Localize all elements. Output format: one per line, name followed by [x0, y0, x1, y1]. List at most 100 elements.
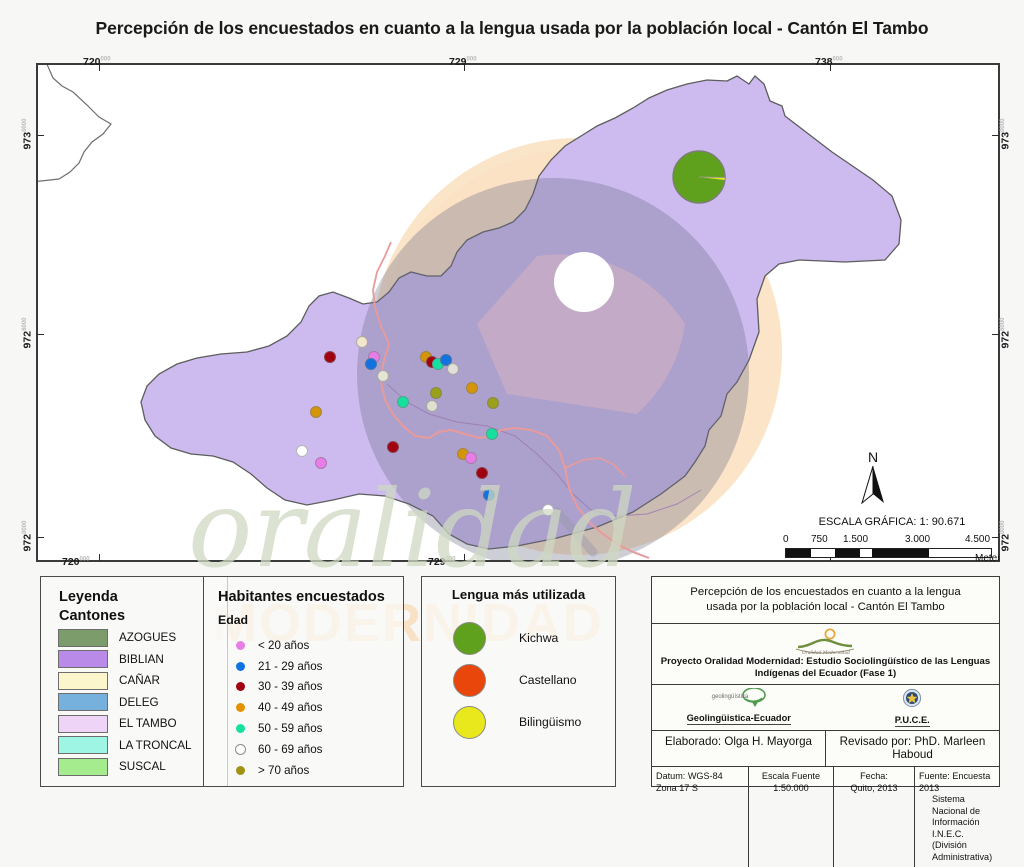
- legend-dot-cell: [222, 743, 258, 755]
- tick-right-2: [992, 334, 999, 336]
- lengua-pie-chart[interactable]: [671, 149, 727, 205]
- legend-habitantes-item[interactable]: < 20 años: [222, 635, 322, 656]
- legend-age-dot: [235, 765, 245, 775]
- legend-habitantes-item[interactable]: 30 - 39 años: [222, 677, 322, 698]
- survey-point[interactable]: [487, 397, 499, 409]
- scale-label: ESCALA GRÁFICA: 1: 90.671: [818, 516, 966, 528]
- logo-geolinguistica-name: Geolingüistica-Ecuador: [686, 713, 791, 726]
- legend-cantones-title-line2: Cantones: [59, 608, 126, 624]
- grid-label-y-2: 9726000: [21, 317, 34, 349]
- north-arrow: N: [843, 450, 903, 505]
- tick-top-3: [830, 64, 832, 71]
- legend-lengua-list: Kichwa Castellano Bilingüismo: [453, 617, 581, 743]
- survey-point[interactable]: [476, 467, 488, 479]
- svg-text:Oralidad Modernidad: Oralidad Modernidad: [802, 651, 850, 655]
- map-canvas[interactable]: [37, 64, 999, 561]
- survey-point[interactable]: [377, 370, 389, 382]
- survey-point[interactable]: [447, 363, 459, 375]
- tick-bottom-1: [99, 554, 101, 561]
- legend-lengua-item[interactable]: Castellano: [453, 659, 581, 701]
- legend-lengua-circle: [453, 705, 486, 739]
- north-letter: N: [867, 449, 879, 465]
- scale-tick-1: 750: [811, 534, 828, 545]
- legend-cantones-item-label: DELEG: [119, 695, 159, 709]
- legend-lengua-item-label: Bilingüismo: [519, 715, 582, 729]
- legend-lengua-title: Lengua más utilizada: [451, 587, 586, 602]
- survey-point[interactable]: [310, 406, 322, 418]
- legend-cantones-item[interactable]: CAÑAR: [58, 670, 192, 692]
- title-block-escala-fuente-line1: Escala Fuente: [761, 771, 821, 782]
- map-frame[interactable]: N ESCALA GRÁFICA: 1: 90.671 0 750 1.500 …: [36, 63, 1000, 562]
- title-block-map-title-line1: Percepción de los encuestados en cuanto …: [690, 586, 961, 598]
- survey-point[interactable]: [356, 336, 368, 348]
- tick-top-1: [99, 64, 101, 71]
- grid-label-x-1: 720000: [83, 56, 111, 68]
- parish-boundary: [386, 383, 702, 517]
- legend-cantones-list: AZOGUES BIBLIAN CAÑAR DELEG EL TAMBO LA TRONC…: [58, 627, 192, 778]
- survey-point[interactable]: [397, 396, 409, 408]
- legend-cantones-item[interactable]: SUSCAL: [58, 756, 192, 778]
- legend-color-swatch: [58, 650, 108, 669]
- no-data-hole: [554, 252, 614, 312]
- legend-color-swatch: [58, 714, 108, 733]
- legend-lengua-item[interactable]: Bilingüismo: [453, 701, 581, 743]
- title-block-elaborado: Elaborado: Olga H. Mayorga: [652, 731, 826, 767]
- legend-color-swatch: [58, 628, 108, 647]
- geolinguistica-logo-icon: geolingüística: [711, 688, 766, 708]
- survey-point[interactable]: [465, 452, 477, 464]
- title-block-revisado: Revisado por: PhD. Marleen Haboud: [839, 735, 986, 762]
- logo-puce-cell: P.U.C.E.: [826, 685, 1000, 730]
- survey-point[interactable]: [430, 387, 442, 399]
- legend-color-swatch: [58, 671, 108, 690]
- legend-cantones-item[interactable]: DELEG: [58, 692, 192, 714]
- road-line: [552, 507, 598, 557]
- grid-label-x-5: 729000: [428, 556, 456, 568]
- river-branch-2: [564, 457, 626, 477]
- title-block-meta: Datum: WGS-84 Zona 17 S Escala Fuente 1:…: [652, 767, 999, 867]
- survey-point[interactable]: [315, 457, 327, 469]
- legend-cantones-item[interactable]: EL TAMBO: [58, 713, 192, 735]
- legend-cantones-item-label: BIBLIAN: [119, 652, 164, 666]
- legend-habitantes-item[interactable]: 40 - 49 años: [222, 697, 322, 718]
- legend-habitantes-item[interactable]: 21 - 29 años: [222, 656, 322, 677]
- legend-habitantes-subtitle: Edad: [218, 613, 249, 627]
- legend-age-dot: [235, 661, 245, 671]
- survey-point[interactable]: [542, 504, 554, 516]
- river-branch: [372, 241, 392, 345]
- map-poster: Percepción de los encuestados en cuanto …: [21, 18, 1012, 867]
- legend-age-dot: [235, 703, 245, 713]
- title-block-escala-fuente: Escala Fuente 1:50.000: [749, 767, 834, 867]
- legend-cantones-item[interactable]: BIBLIAN: [58, 649, 192, 671]
- survey-point[interactable]: [466, 382, 478, 394]
- legend-cantones-item[interactable]: AZOGUES: [58, 627, 192, 649]
- scale-tick-3: 3.000: [905, 534, 931, 545]
- logo-puce-name: P.U.C.E.: [894, 715, 930, 728]
- scale-units: Meters: [975, 553, 999, 562]
- survey-point[interactable]: [426, 400, 438, 412]
- legend-cantones-title-line1: Leyenda: [59, 589, 118, 605]
- scale-bar: [785, 548, 992, 558]
- survey-point[interactable]: [387, 441, 399, 453]
- legend-habitantes-item[interactable]: > 70 años: [222, 760, 322, 781]
- legend-cantones-item[interactable]: LA TRONCAL: [58, 735, 192, 757]
- legend-lengua-item-label: Castellano: [519, 673, 577, 687]
- page-title: Percepción de los encuestados en cuanto …: [95, 18, 929, 38]
- legend-cantones-item-label: LA TRONCAL: [119, 738, 192, 752]
- survey-point[interactable]: [483, 489, 495, 501]
- legend-lengua-item[interactable]: Kichwa: [453, 617, 581, 659]
- legend-habitantes-item[interactable]: 50 - 59 años: [222, 718, 322, 739]
- grid-label-y-4: 9730000: [999, 118, 1012, 150]
- title-block-map-title-line2: usada por la población local - Cantón El…: [706, 600, 945, 613]
- scale-tick-4: 4.500: [965, 534, 991, 545]
- survey-point[interactable]: [365, 358, 377, 370]
- tick-bottom-2: [464, 554, 466, 561]
- neighbor-canton-outline: [37, 64, 112, 183]
- survey-point[interactable]: [324, 351, 336, 363]
- survey-point[interactable]: [296, 445, 308, 457]
- legend-habitantes-item[interactable]: 60 - 69 años: [222, 739, 322, 760]
- survey-point[interactable]: [486, 428, 498, 440]
- title-block: Percepción de los encuestados en cuanto …: [651, 576, 1000, 867]
- title-block-fuente: Fuente: Encuesta 2013 Sistema Nacional d…: [915, 767, 999, 867]
- legend-color-swatch: [58, 736, 108, 755]
- legend-dot-cell: [222, 724, 258, 734]
